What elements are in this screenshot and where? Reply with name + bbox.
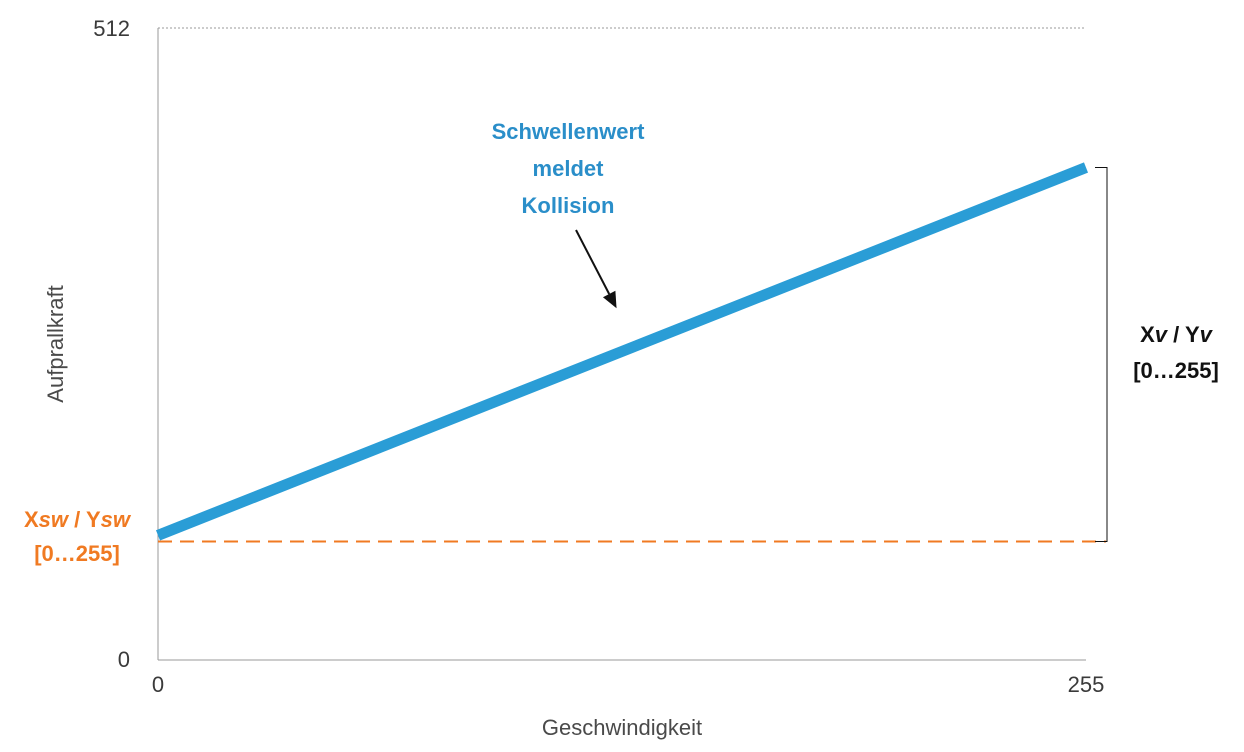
threshold-label-segment: [0…255] [34, 541, 120, 566]
x-axis-title: Geschwindigkeit [542, 715, 702, 740]
bracket-label-segment: / Y [1167, 322, 1200, 347]
bracket-label-segment: [0…255] [1133, 358, 1219, 383]
annotation-arrow [575, 229, 617, 309]
threshold-label-segment: sw [101, 507, 132, 532]
y-axis-title: Aufprallkraft [43, 285, 68, 402]
y-tick-label-top: 512 [93, 16, 130, 41]
series-line [155, 162, 1089, 541]
bracket-label-segment: v [1155, 322, 1169, 347]
threshold-label-line: [0…255] [34, 541, 120, 566]
threshold-label-segment: X [24, 507, 39, 532]
bracket-label-segment: X [1140, 322, 1155, 347]
x-tick-label-right: 255 [1068, 672, 1105, 697]
threshold-label: Xsw / Ysw [0…255] [24, 507, 132, 566]
bracket-label-line: Xv / Yv [1140, 322, 1214, 347]
value-range-bracket [1095, 166, 1108, 542]
bracket-label-line: [0…255] [1133, 358, 1219, 383]
annotation-label: Schwellenwert meldet Kollision [492, 119, 646, 218]
threshold-label-line: Xsw / Ysw [24, 507, 132, 532]
x-tick-label-left: 0 [152, 672, 164, 697]
threshold-label-segment: sw [39, 507, 70, 532]
annotation-line: Kollision [522, 193, 615, 218]
bracket-label-segment: v [1200, 322, 1214, 347]
annotation-line: Schwellenwert [492, 119, 646, 144]
annotation-line: meldet [533, 156, 605, 181]
y-tick-label-bottom: 0 [118, 647, 130, 672]
threshold-label-segment: / Y [68, 507, 101, 532]
bracket-label: Xv / Yv [0…255] [1133, 322, 1219, 383]
